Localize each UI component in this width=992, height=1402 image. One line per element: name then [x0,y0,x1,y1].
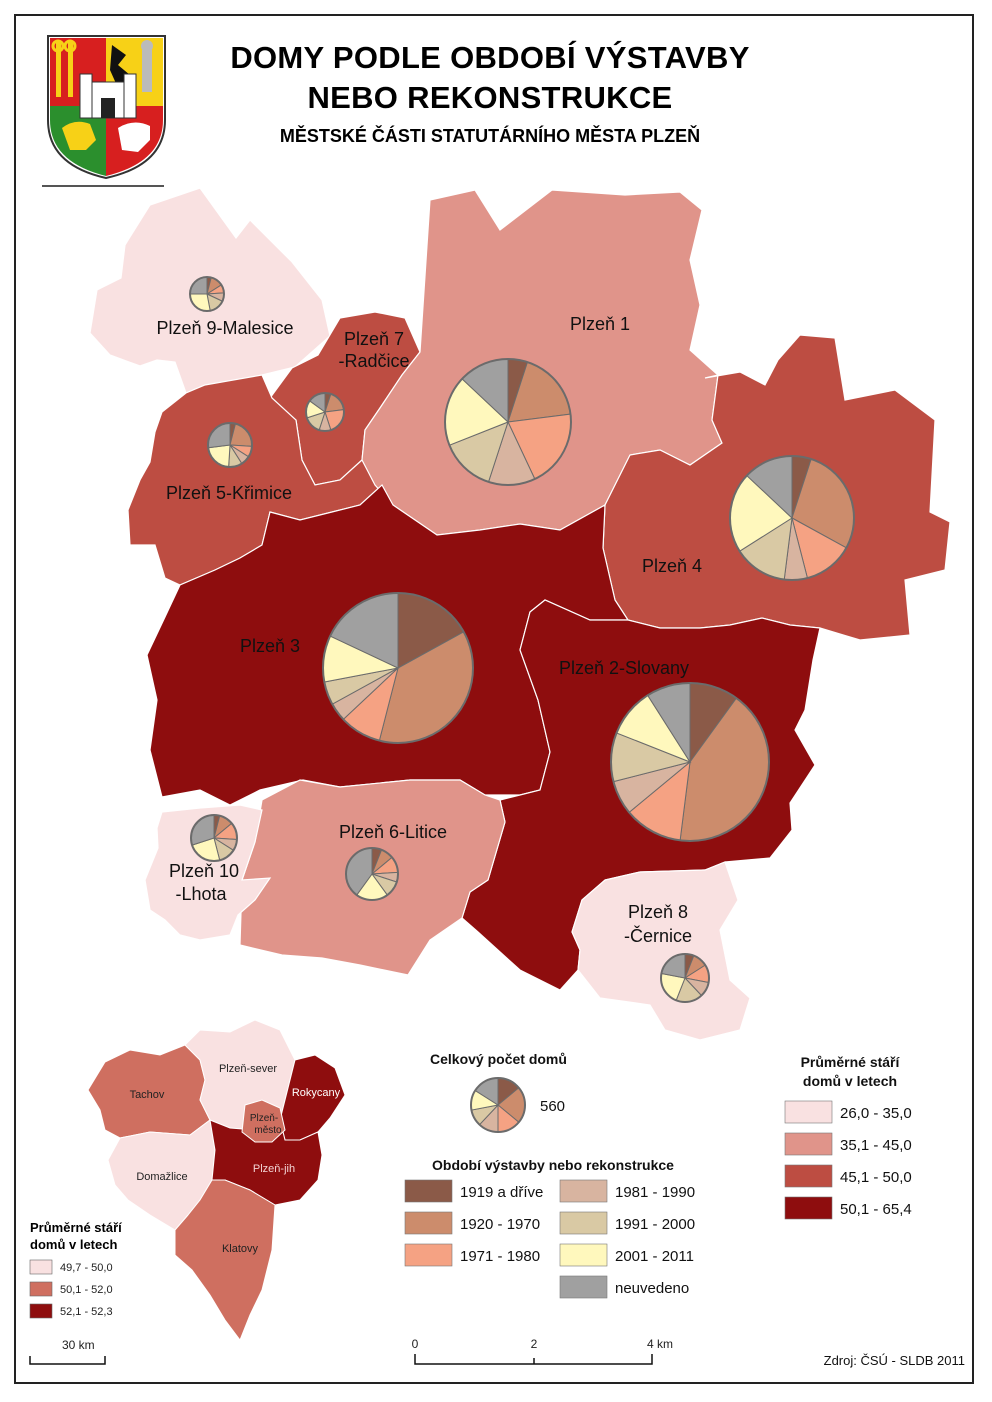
period-legend-label: 1920 - 1970 [460,1216,540,1233]
district-label: -Lhota [175,884,227,904]
map-frame [14,14,974,1384]
period-legend-title: Období výstavby nebo rekonstrukce [432,1157,674,1173]
inset-legend-swatch-1 [29,1259,53,1275]
pie-outline [322,592,474,744]
period-legend-swatch [559,1211,608,1235]
district-label: Plzeň 5-Křimice [166,483,292,503]
map-title-line2: NEBO REKONSTRUKCE [307,80,673,115]
pie-charts [189,276,855,1003]
age-legend-label: 50,1 - 65,4 [840,1201,912,1218]
inset-scale-label: 30 km [62,1338,95,1352]
inset-legend-label-1: 49,7 - 50,0 [60,1262,113,1274]
scale-bar-line [414,1354,653,1365]
scale-tick-2: 2 [531,1337,538,1351]
inset-legend-label-3: 52,1 - 52,3 [60,1306,113,1318]
district-label: -Černice [624,925,692,946]
inset-label-plzen-jih: Plzeň-jih [253,1163,295,1175]
period-legend-swatch [559,1243,608,1267]
pie-size-legend: Celkový počet domů 560 [430,1051,567,1133]
pie-legend-title: Celkový počet domů [430,1051,567,1067]
district-label: Plzeň 4 [642,556,702,576]
inset-legend: Průměrné stáří domů v letech 49,7 - 50,0… [29,1220,122,1365]
pie-legend-outline [470,1077,526,1133]
district-label: Plzeň 1 [570,314,630,334]
inset-region-plzen-mesto [241,1099,286,1143]
pie-outline [207,422,253,468]
inset-label-klatovy: Klatovy [222,1243,259,1255]
inset-label-plzen-sever: Plzeň-sever [219,1063,277,1075]
pie-outline [729,455,855,581]
district-labels: Plzeň 1 Plzeň 2-Slovany Plzeň 3 Plzeň 4 Plze… [156,314,702,946]
period-legend-swatch [404,1211,453,1235]
pie-outline [610,682,770,842]
pie-legend-value: 560 [540,1098,565,1115]
age-legend: Průměrné stáří domů v letech 26,0 - 35,0… [784,1054,912,1220]
period-legend-label: neuvedeno [615,1280,689,1297]
pie-outline [189,276,225,312]
period-legend: Období výstavby nebo rekonstrukce 1919 a… [404,1157,695,1299]
district-polygon-plzen-8-cernice [571,861,751,1041]
inset-label-tachov: Tachov [130,1089,165,1101]
district-label: Plzeň 7 [344,329,404,349]
inset-label-domazlice: Domažlice [136,1171,187,1183]
age-legend-label: 45,1 - 50,0 [840,1169,912,1186]
scale-bar: 0 2 4 km [412,1337,673,1365]
map-title-line1: DOMY PODLE OBDOBÍ VÝSTAVBY [230,40,750,75]
period-legend-label: 1971 - 1980 [460,1248,540,1265]
coat-of-arms-icon [42,35,166,187]
age-legend-swatch [784,1196,833,1220]
district-label: -Radčice [338,351,409,371]
age-legend-swatch [784,1164,833,1188]
period-legend-label: 1991 - 2000 [615,1216,695,1233]
inset-region-klatovy [174,1179,276,1342]
district-label: Plzeň 3 [240,636,300,656]
inset-legend-swatch-2 [29,1281,53,1297]
pie-legend-sample [470,1077,526,1133]
inset-label-plzen-mesto-1: Plzeň- [250,1113,278,1124]
district-label: Plzeň 8 [628,902,688,922]
pie-outline [660,953,710,1003]
period-legend-swatch [404,1243,453,1267]
district-label: Plzeň 10 [169,861,239,881]
inset-legend-title-2: domů v letech [30,1237,117,1252]
age-legend-swatch [784,1132,833,1156]
period-legend-label: 1919 a dříve [460,1184,543,1201]
pie-outline [444,358,572,486]
inset-map: Tachov Plzeň-sever Rokycany Plzeň- město… [87,1019,346,1342]
period-legend-swatch [559,1275,608,1299]
map-subtitle: MĚSTSKÉ ČÁSTI STATUTÁRNÍHO MĚSTA PLZEŇ [279,126,701,146]
district-label: Plzeň 2-Slovany [559,658,689,678]
scale-tick-4: 4 km [647,1337,673,1351]
inset-legend-swatch-3 [29,1303,53,1319]
age-legend-swatch [784,1100,833,1124]
inset-legend-label-2: 50,1 - 52,0 [60,1284,113,1296]
period-legend-label: 1981 - 1990 [615,1184,695,1201]
district-polygons [89,187,951,1041]
period-legend-swatch [559,1179,608,1203]
district-label: Plzeň 6-Litice [339,822,447,842]
pie-outline [305,392,345,432]
period-legend-swatch [404,1179,453,1203]
inset-label-rokycany: Rokycany [292,1087,341,1099]
district-label: Plzeň 9-Malesice [156,318,293,338]
age-legend-label: 35,1 - 45,0 [840,1137,912,1154]
district-polygon-plzen-10-lhota [144,804,272,941]
age-legend-label: 26,0 - 35,0 [840,1105,912,1122]
scale-tick-0: 0 [412,1337,419,1351]
pie-outline [190,814,238,862]
pie-outline [345,847,399,901]
inset-legend-title-1: Průměrné stáří [30,1220,122,1235]
age-legend-title-1: Průměrné stáří [801,1054,901,1070]
period-legend-label: 2001 - 2011 [615,1248,694,1265]
source-note: Zdroj: ČSÚ - SLDB 2011 [824,1353,965,1368]
age-legend-title-2: domů v letech [803,1073,897,1089]
inset-scale-bar [29,1356,106,1365]
inset-label-plzen-mesto-2: město [254,1125,282,1136]
